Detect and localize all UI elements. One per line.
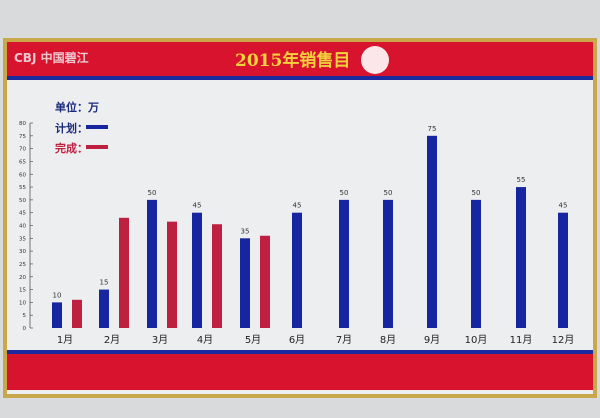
y-tick-label: 45 bbox=[19, 211, 26, 217]
plan-bar bbox=[147, 199, 157, 328]
y-tick-label: 60 bbox=[19, 172, 26, 178]
board-title: 2015年销售目 bbox=[235, 50, 350, 71]
plan-bar bbox=[240, 238, 250, 328]
plan-data-label: 45 bbox=[293, 202, 302, 210]
y-tick-label: 70 bbox=[19, 147, 26, 153]
plan-data-label: 75 bbox=[428, 125, 437, 133]
legend-done-label: 完成： bbox=[55, 141, 88, 155]
x-category-label: 4月 bbox=[197, 334, 213, 346]
footer-blue-line bbox=[7, 350, 593, 354]
y-tick-label: 75 bbox=[19, 134, 26, 140]
plan-data-label: 50 bbox=[472, 189, 481, 197]
header-band bbox=[7, 42, 593, 76]
x-category-label: 8月 bbox=[380, 334, 396, 346]
plan-bar bbox=[99, 289, 109, 328]
plan-bar bbox=[471, 199, 481, 328]
y-tick-label: 15 bbox=[19, 288, 26, 294]
done-bar bbox=[119, 217, 129, 328]
plan-data-label: 45 bbox=[193, 202, 202, 210]
y-tick-label: 20 bbox=[19, 275, 26, 281]
x-category-label: 2月 bbox=[104, 334, 120, 346]
y-tick-label: 80 bbox=[19, 121, 26, 127]
plan-bar bbox=[339, 199, 349, 328]
y-tick-label: 0 bbox=[23, 326, 27, 332]
company-logo: CBJ 中国碧江 bbox=[14, 50, 89, 65]
y-tick-label: 25 bbox=[19, 262, 26, 268]
glare-spot bbox=[361, 46, 389, 74]
header-blue-line bbox=[7, 76, 593, 80]
plan-data-label: 50 bbox=[340, 189, 349, 197]
x-category-label: 12月 bbox=[552, 334, 575, 346]
x-category-label: 11月 bbox=[510, 334, 533, 346]
plan-data-label: 10 bbox=[53, 291, 62, 299]
y-tick-label: 30 bbox=[19, 249, 26, 255]
plan-data-label: 45 bbox=[559, 202, 568, 210]
y-tick-label: 50 bbox=[19, 198, 26, 204]
plan-bar bbox=[558, 212, 568, 328]
plan-data-label: 50 bbox=[148, 189, 157, 197]
y-tick-label: 40 bbox=[19, 224, 26, 230]
x-category-label: 3月 bbox=[152, 334, 168, 346]
legend-plan-swatch bbox=[86, 125, 108, 129]
bar-chart: 0 5 10 15 20 25 30 35 40 45 50 55 60 65 70 75 80 10 1月 15 2月… bbox=[19, 121, 574, 346]
footer-band bbox=[7, 354, 593, 390]
plan-bar bbox=[292, 212, 302, 328]
plan-data-label: 15 bbox=[100, 279, 109, 287]
x-category-label: 9月 bbox=[424, 334, 440, 346]
done-bar bbox=[212, 224, 222, 328]
plan-bar bbox=[52, 302, 62, 328]
plan-bar bbox=[427, 135, 437, 328]
plan-data-label: 55 bbox=[517, 176, 526, 184]
y-tick-label: 5 bbox=[23, 313, 27, 319]
done-bar bbox=[72, 299, 82, 328]
y-tick-label: 35 bbox=[19, 236, 26, 242]
x-category-label: 7月 bbox=[336, 334, 352, 346]
done-bar bbox=[260, 235, 270, 328]
y-tick-label: 55 bbox=[19, 185, 26, 191]
unit-label: 单位：万 bbox=[55, 100, 99, 114]
plan-bar bbox=[383, 199, 393, 328]
done-bar bbox=[167, 221, 177, 328]
legend-plan-label: 计划： bbox=[55, 121, 88, 135]
x-category-label: 6月 bbox=[289, 334, 305, 346]
plan-bar bbox=[192, 212, 202, 328]
y-tick-label: 10 bbox=[19, 300, 26, 306]
x-category-label: 5月 bbox=[245, 334, 261, 346]
x-category-label: 10月 bbox=[465, 334, 488, 346]
plan-bar bbox=[516, 187, 526, 328]
legend-done-swatch bbox=[86, 145, 108, 149]
plan-data-label: 35 bbox=[241, 227, 250, 235]
plan-data-label: 50 bbox=[384, 189, 393, 197]
y-tick-label: 65 bbox=[19, 159, 26, 165]
x-category-label: 1月 bbox=[57, 334, 73, 346]
